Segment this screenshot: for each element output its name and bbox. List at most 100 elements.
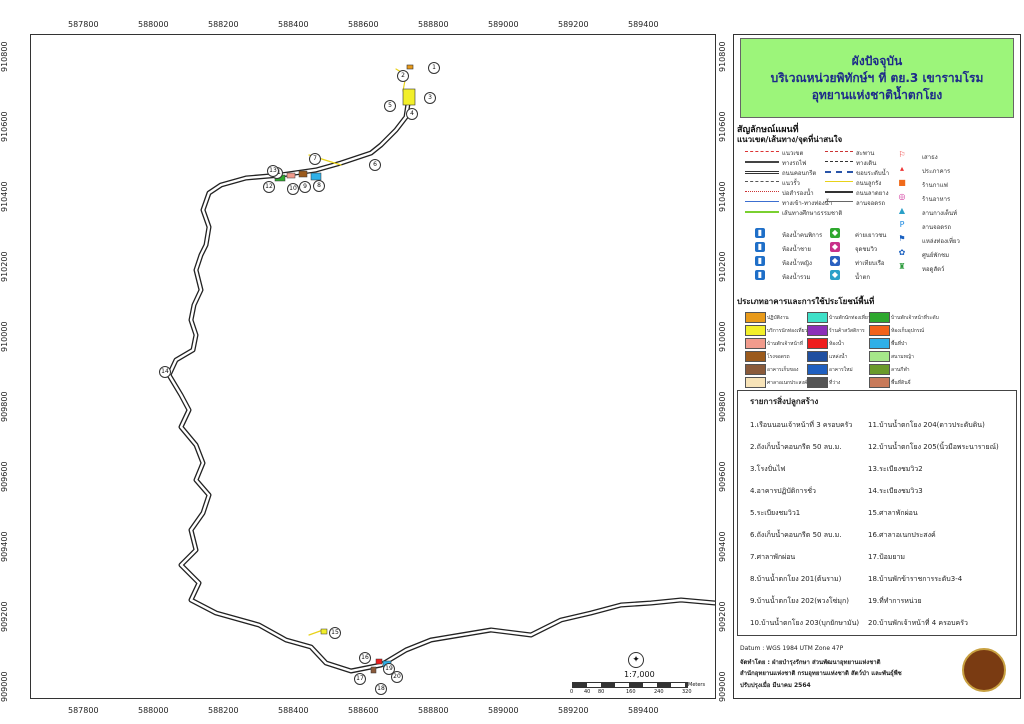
legend-point-icon: ⚐ bbox=[898, 150, 906, 159]
y-tick-left: 910000 bbox=[0, 321, 9, 352]
building-item: 15.ศาลาพักผ่อน bbox=[868, 509, 918, 517]
legend-point-icon: ▲ bbox=[898, 206, 906, 215]
landuse-label: บริการนักท่องเที่ยว bbox=[767, 328, 808, 334]
landuse-label: แหล่งน้ำ bbox=[829, 354, 848, 360]
legend-line-label: ทางเดิน bbox=[856, 160, 877, 167]
building-item: 8.บ้านน้ำตกโยง 201(ต้นราม) bbox=[750, 575, 842, 583]
landuse-label: ลานกีฬา bbox=[891, 367, 910, 373]
y-tick-right: 910600 bbox=[718, 111, 727, 142]
building-item: 12.บ้านน้ำตกโยง 205(นิ้วมือพระนารายณ์) bbox=[868, 443, 999, 451]
landuse-swatch bbox=[869, 364, 890, 375]
building-item: 5.ระเบียงชมวิว1 bbox=[750, 509, 801, 517]
landuse-label: ห้องเก็บอุปกรณ์ bbox=[891, 328, 925, 334]
building-item: 1.เรือนนอนเจ้าหน้าที่ 3 ครอบครัว bbox=[750, 421, 853, 429]
map-marker-3[interactable]: 3 bbox=[424, 92, 436, 104]
map-marker-14[interactable]: 14 bbox=[159, 366, 171, 378]
map-marker-2[interactable]: 2 bbox=[397, 70, 409, 82]
scale-ratio: 1:7,000 bbox=[624, 670, 655, 679]
landuse-label: บ้านพักนักท่องเที่ยว bbox=[829, 315, 871, 321]
map-marker-16[interactable]: 16 bbox=[359, 652, 371, 664]
y-tick-left: 909200 bbox=[0, 601, 9, 632]
landuse-swatch bbox=[869, 312, 890, 323]
landuse-label: โรงจอดรถ bbox=[767, 354, 790, 360]
map-marker-13[interactable]: 13 bbox=[267, 165, 279, 177]
legend-line-swatch bbox=[745, 171, 779, 174]
map-marker-18[interactable]: 18 bbox=[375, 683, 387, 695]
y-tick-right: 910400 bbox=[718, 181, 727, 212]
legend-icon-label: ห้องน้ำชาย bbox=[782, 246, 811, 253]
y-tick-right: 910200 bbox=[718, 251, 727, 282]
map-marker-20[interactable]: 20 bbox=[391, 671, 403, 683]
x-tick-bottom: 589400 bbox=[628, 706, 659, 715]
legend-point-icon: ✿ bbox=[898, 248, 906, 257]
landuse-swatch bbox=[869, 325, 890, 336]
y-tick-left: 910400 bbox=[0, 181, 9, 212]
legend-line-swatch bbox=[745, 161, 779, 163]
building-item: 10.บ้านน้ำตกโยง 203(บุกยักษามัน) bbox=[750, 619, 860, 627]
y-tick-left: 910200 bbox=[0, 251, 9, 282]
title-line-1: ผังปัจจุบัน bbox=[851, 53, 903, 68]
title-line-3: อุทยานแห่งชาติน้ำตกโยง bbox=[811, 87, 943, 102]
road-network bbox=[166, 64, 715, 674]
legend-line-label: ถนนลูกรัง bbox=[856, 180, 882, 187]
x-tick-top: 589200 bbox=[558, 20, 589, 29]
map-marker-6[interactable]: 6 bbox=[369, 159, 381, 171]
legend-restroom-icon: ▮ bbox=[755, 270, 765, 280]
map-marker-10[interactable]: 10 bbox=[287, 183, 299, 195]
map-marker-4[interactable]: 4 bbox=[406, 108, 418, 120]
x-tick-top: 588800 bbox=[418, 20, 449, 29]
building-item: 14.ระเบียงชมวิว3 bbox=[868, 487, 923, 495]
x-tick-top: 589000 bbox=[488, 20, 519, 29]
legend-line-swatch bbox=[825, 201, 853, 202]
landuse-label: ศาลาอเนกประสงค์ bbox=[767, 380, 808, 386]
building-item: 19.ที่ทำการหน่วย bbox=[868, 597, 922, 605]
landuse-label: อาคารใหม่ bbox=[829, 367, 853, 373]
legend-point-icon: ◎ bbox=[898, 192, 906, 201]
building-item: 9.บ้านน้ำตกโยง 202(พวงโซ่มุก) bbox=[750, 597, 849, 605]
legend-point-label: ลานกางเต็นท์ bbox=[922, 210, 958, 217]
x-tick-bottom: 588600 bbox=[348, 706, 379, 715]
legend-icon-label: น้ำตก bbox=[855, 274, 870, 281]
building-item: 6.ถังเก็บน้ำคอนกรีต 50 ลบ.ม. bbox=[750, 531, 842, 539]
legend-icon-label: ท่าเทียบเรือ bbox=[855, 260, 885, 267]
x-tick-bottom: 588800 bbox=[418, 706, 449, 715]
x-tick-bottom: 588200 bbox=[208, 706, 239, 715]
map-marker-5[interactable]: 5 bbox=[384, 100, 396, 112]
landuse-label: ปฏิบัติงาน bbox=[767, 315, 789, 321]
map-title-box: ผังปัจจุบัน บริเวณหน่วยพิทักษ์ฯ ที่ ตย.3… bbox=[740, 38, 1014, 118]
scale-bar bbox=[572, 682, 688, 688]
map-marker-15[interactable]: 15 bbox=[329, 627, 341, 639]
map-canvas[interactable]: 1234567891011121314151617181920 bbox=[30, 34, 716, 699]
y-tick-left: 909800 bbox=[0, 391, 9, 422]
x-tick-bottom: 588400 bbox=[278, 706, 309, 715]
y-tick-right: 909000 bbox=[718, 671, 727, 702]
made-by-line-2: สำนักอุทยานแห่งชาติ กรมอุทยานแห่งชาติ สั… bbox=[740, 670, 902, 677]
map-marker-1[interactable]: 1 bbox=[428, 62, 440, 74]
legend-heading: สัญลักษณ์แผนที่ bbox=[737, 125, 799, 135]
map-marker-17[interactable]: 17 bbox=[354, 673, 366, 685]
x-tick-bottom: 588000 bbox=[138, 706, 169, 715]
north-arrow-icon: ✦ bbox=[628, 652, 644, 668]
scale-tick-label: 320 bbox=[682, 689, 692, 695]
scale-tick-label: 0 bbox=[570, 689, 574, 695]
legend-point-icon: ■ bbox=[898, 178, 906, 187]
legend-point-label: ลานจอดรถ bbox=[922, 224, 952, 231]
map-marker-8[interactable]: 8 bbox=[313, 180, 325, 192]
legend-facility-icon: ◆ bbox=[830, 242, 840, 252]
landuse-label: บ้านพักเจ้าหน้าที่ระดับ bbox=[891, 315, 939, 321]
legend-line-swatch bbox=[745, 151, 779, 152]
landuse-label: สนามหญ้า bbox=[891, 354, 914, 360]
legend-point-label: แหล่งท่องเที่ยว bbox=[922, 238, 960, 245]
legend-line-swatch bbox=[745, 181, 779, 182]
legend-line-label: เส้นทางศึกษาธรรมชาติ bbox=[782, 210, 843, 217]
map-marker-9[interactable]: 9 bbox=[299, 181, 311, 193]
legend-line-swatch bbox=[745, 191, 779, 192]
legend-line-swatch bbox=[745, 201, 779, 202]
x-tick-top: 588600 bbox=[348, 20, 379, 29]
map-marker-12[interactable]: 12 bbox=[263, 181, 275, 193]
building-item: 7.ศาลาพักผ่อน bbox=[750, 553, 796, 561]
map-marker-7[interactable]: 7 bbox=[309, 153, 321, 165]
x-tick-top: 587800 bbox=[68, 20, 99, 29]
landuse-swatch bbox=[807, 351, 828, 362]
scale-tick-label: 160 bbox=[626, 689, 636, 695]
